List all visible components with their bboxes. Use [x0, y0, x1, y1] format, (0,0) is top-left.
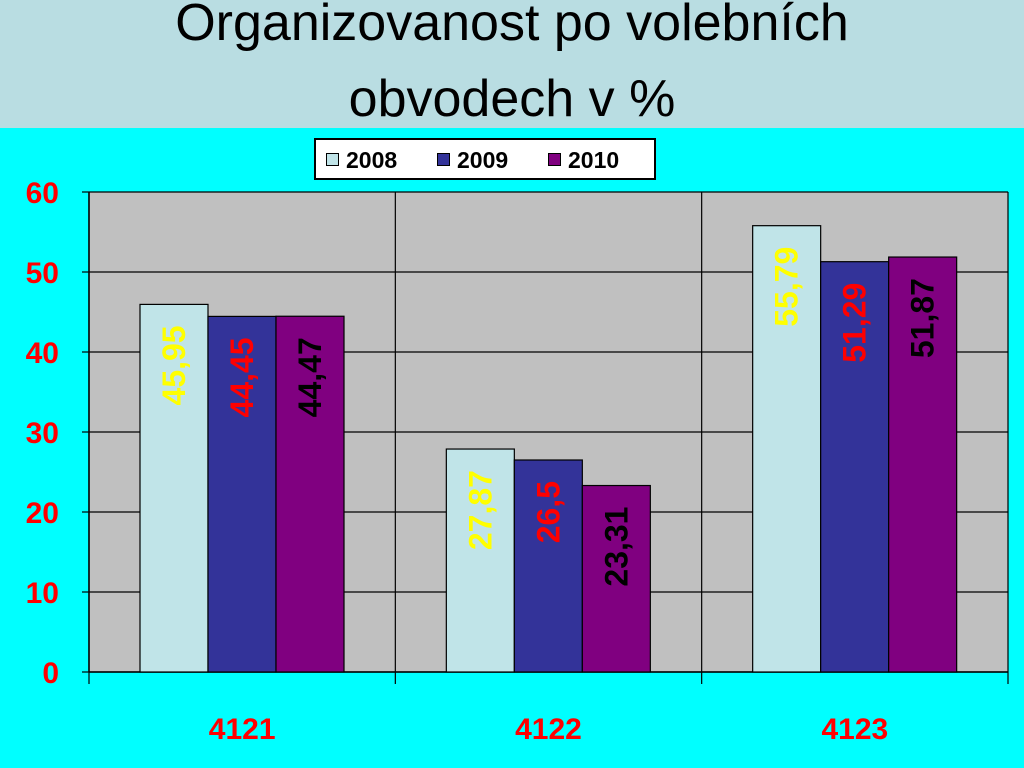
chart-title-line-2: obvodech v % [348, 70, 676, 128]
data-label-2010-4122: 23,31 [598, 507, 634, 587]
y-tick-label-10: 10 [26, 577, 59, 610]
bar-2010-4122 [581, 484, 651, 673]
x-tick-label-4121: 4121 [209, 713, 276, 746]
data-label-2009-4123: 51,29 [837, 283, 873, 363]
legend-label-2009: 2009 [457, 147, 509, 173]
chart-title-line-1: Organizovanost po volebních [175, 0, 849, 52]
title-band [0, 0, 1024, 128]
data-label-2009-4121: 44,45 [224, 337, 260, 417]
bar-2009-4121 [207, 315, 277, 673]
bar-2008-4122 [445, 448, 515, 673]
y-tick-label-50: 50 [26, 257, 59, 290]
legend-label-2008: 2008 [346, 147, 398, 173]
data-label-2010-4123: 51,87 [905, 278, 941, 358]
bar-2010-4123 [888, 256, 958, 673]
data-label-2010-4121: 44,47 [292, 337, 328, 417]
bar-2008-4121 [139, 303, 209, 673]
bar-2009-4123 [820, 261, 890, 673]
legend-swatch-2009 [437, 153, 450, 166]
data-label-2008-4122: 27,87 [462, 470, 498, 550]
legend-label-2010: 2010 [568, 147, 620, 173]
data-label-2008-4121: 45,95 [156, 325, 192, 405]
legend: 2008 2009 2010 [314, 138, 656, 180]
legend-swatch-2010 [548, 153, 561, 166]
y-tick-label-60: 60 [26, 177, 59, 210]
x-tick-label-4122: 4122 [515, 713, 582, 746]
y-tick-label-0: 0 [42, 657, 59, 690]
legend-swatch-2008 [326, 153, 339, 166]
y-tick-label-30: 30 [26, 417, 59, 450]
chart: 0 10 20 30 40 50 60 45,95 44,45 44,47 4121 27,87 26,… [26, 177, 1009, 746]
bar-2010-4121 [275, 315, 345, 673]
y-tick-label-40: 40 [26, 337, 59, 370]
data-label-2009-4122: 26,5 [530, 481, 566, 543]
data-label-2008-4123: 55,79 [769, 247, 805, 327]
bar-2008-4123 [752, 225, 822, 673]
y-tick-label-20: 20 [26, 497, 59, 530]
x-tick-label-4123: 4123 [821, 713, 888, 746]
